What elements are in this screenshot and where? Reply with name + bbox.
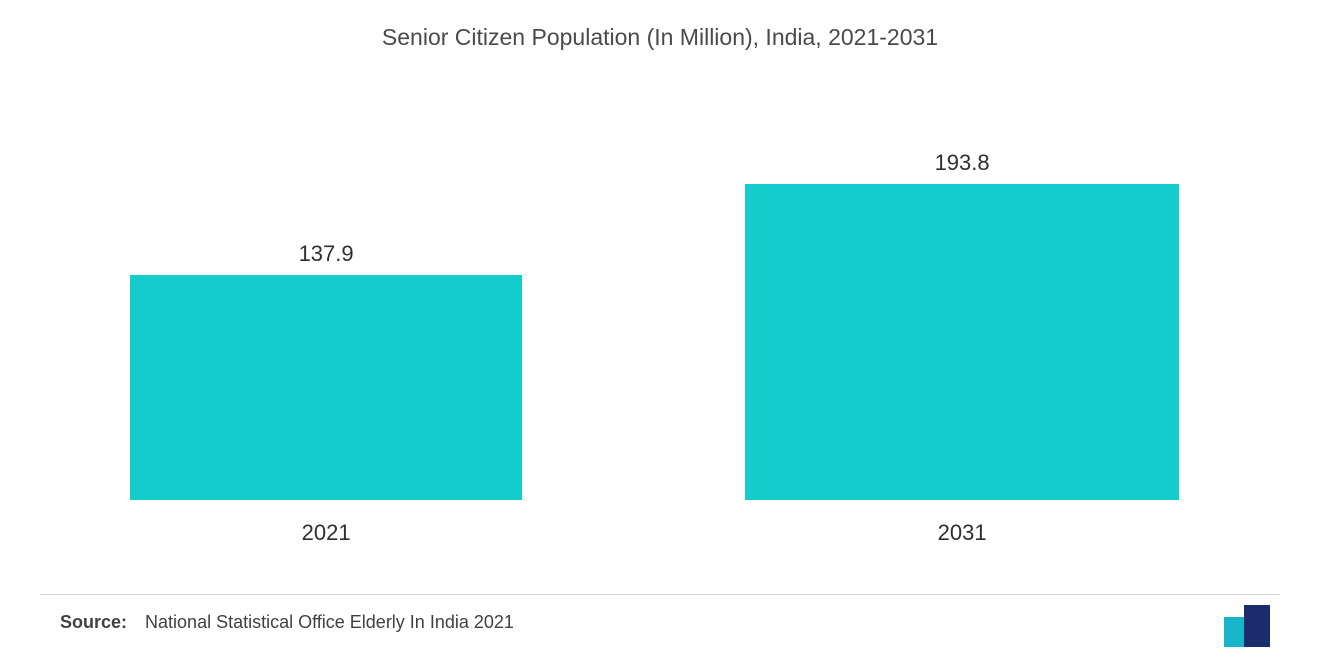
footer-divider	[40, 594, 1280, 595]
chart-title: Senior Citizen Population (In Million), …	[0, 24, 1320, 51]
bar-value-label: 193.8	[745, 150, 1180, 176]
bar-value-label: 137.9	[130, 241, 522, 267]
source-text: National Statistical Office Elderly In I…	[145, 612, 514, 632]
bar-category-label: 2031	[745, 520, 1180, 546]
source-line: Source: National Statistical Office Elder…	[60, 612, 514, 633]
chart-frame: Senior Citizen Population (In Million), …	[0, 0, 1320, 665]
bar	[130, 275, 522, 500]
source-label: Source:	[60, 612, 127, 632]
bar	[745, 184, 1180, 500]
brand-logo-icon	[1220, 603, 1280, 647]
logo-bar-left	[1224, 617, 1246, 647]
bar-group: 137.92021	[130, 275, 522, 500]
logo-bar-right	[1244, 605, 1270, 647]
bar-group: 193.82031	[745, 184, 1180, 500]
bar-category-label: 2021	[130, 520, 522, 546]
plot-area: 137.92021 193.82031	[130, 90, 1190, 500]
